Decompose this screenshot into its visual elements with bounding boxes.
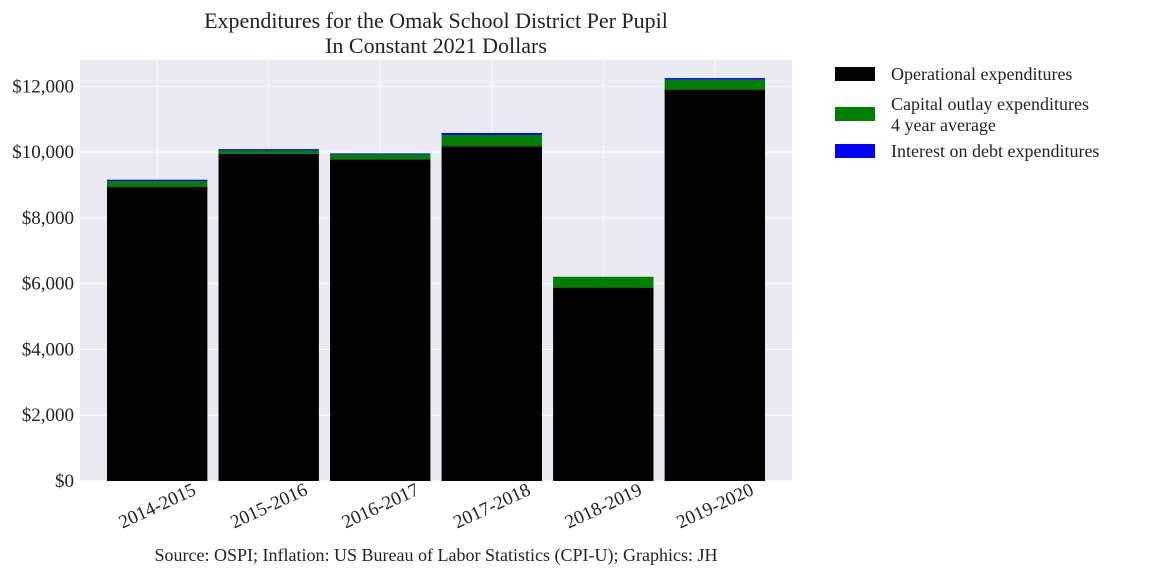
chart-title: Expenditures for the Omak School Distric…	[204, 8, 668, 33]
y-tick-label: $0	[55, 471, 74, 492]
bar-segment-operational	[107, 186, 208, 481]
legend: Operational expenditures Capital outlay e…	[835, 64, 1099, 161]
legend-swatch	[835, 107, 875, 121]
x-tick-label: 2019-2020	[673, 479, 756, 533]
bar-segment-interest-on-debt	[441, 133, 542, 135]
legend-label: Operational expenditures	[891, 64, 1072, 84]
bar-segment-capital-outlay	[218, 150, 319, 154]
x-tick-label: 2015-2016	[227, 479, 310, 533]
x-tick-label: 2017-2018	[450, 479, 533, 533]
bars-group	[107, 78, 765, 481]
y-tick-label: $10,000	[12, 142, 74, 163]
bar-segment-interest-on-debt	[664, 78, 765, 80]
legend-label: 4 year average	[891, 115, 996, 135]
legend-label: Capital outlay expenditures	[891, 94, 1089, 114]
source-note: Source: OSPI; Inflation: US Bureau of La…	[155, 545, 718, 566]
legend-label: Interest on debt expenditures	[891, 141, 1099, 161]
y-axis-ticks: $0 $2,000 $4,000 $6,000 $8,000 $10,000 $12,000	[12, 76, 74, 492]
y-tick-label: $8,000	[22, 208, 74, 229]
bar-segment-capital-outlay	[553, 276, 654, 288]
bar-segment-capital-outlay	[441, 134, 542, 147]
bar-segment-interest-on-debt	[107, 179, 208, 182]
bar-segment-capital-outlay	[330, 154, 431, 160]
y-tick-label: $12,000	[12, 76, 74, 97]
x-tick-label: 2016-2017	[339, 479, 422, 533]
bar-segment-operational	[553, 287, 654, 481]
bar-segment-operational	[664, 89, 765, 481]
bar-segment-capital-outlay	[664, 79, 765, 90]
bar-segment-interest-on-debt	[330, 153, 431, 155]
x-tick-label: 2014-2015	[116, 479, 199, 533]
bar-segment-capital-outlay	[107, 181, 208, 187]
legend-swatch	[835, 67, 875, 81]
y-tick-label: $4,000	[22, 339, 74, 360]
bar-segment-operational	[441, 146, 542, 481]
bar-segment-operational	[218, 153, 319, 481]
x-axis-ticks: 2014-2015 2015-2016 2016-2017 2017-2018 2018…	[116, 479, 757, 533]
y-tick-label: $6,000	[22, 274, 74, 295]
legend-swatch	[835, 144, 875, 158]
bar-segment-interest-on-debt	[218, 149, 319, 151]
x-tick-label: 2018-2019	[562, 479, 645, 533]
y-tick-label: $2,000	[22, 405, 74, 426]
chart-subtitle: In Constant 2021 Dollars	[325, 33, 547, 58]
bar-segment-operational	[330, 159, 431, 481]
